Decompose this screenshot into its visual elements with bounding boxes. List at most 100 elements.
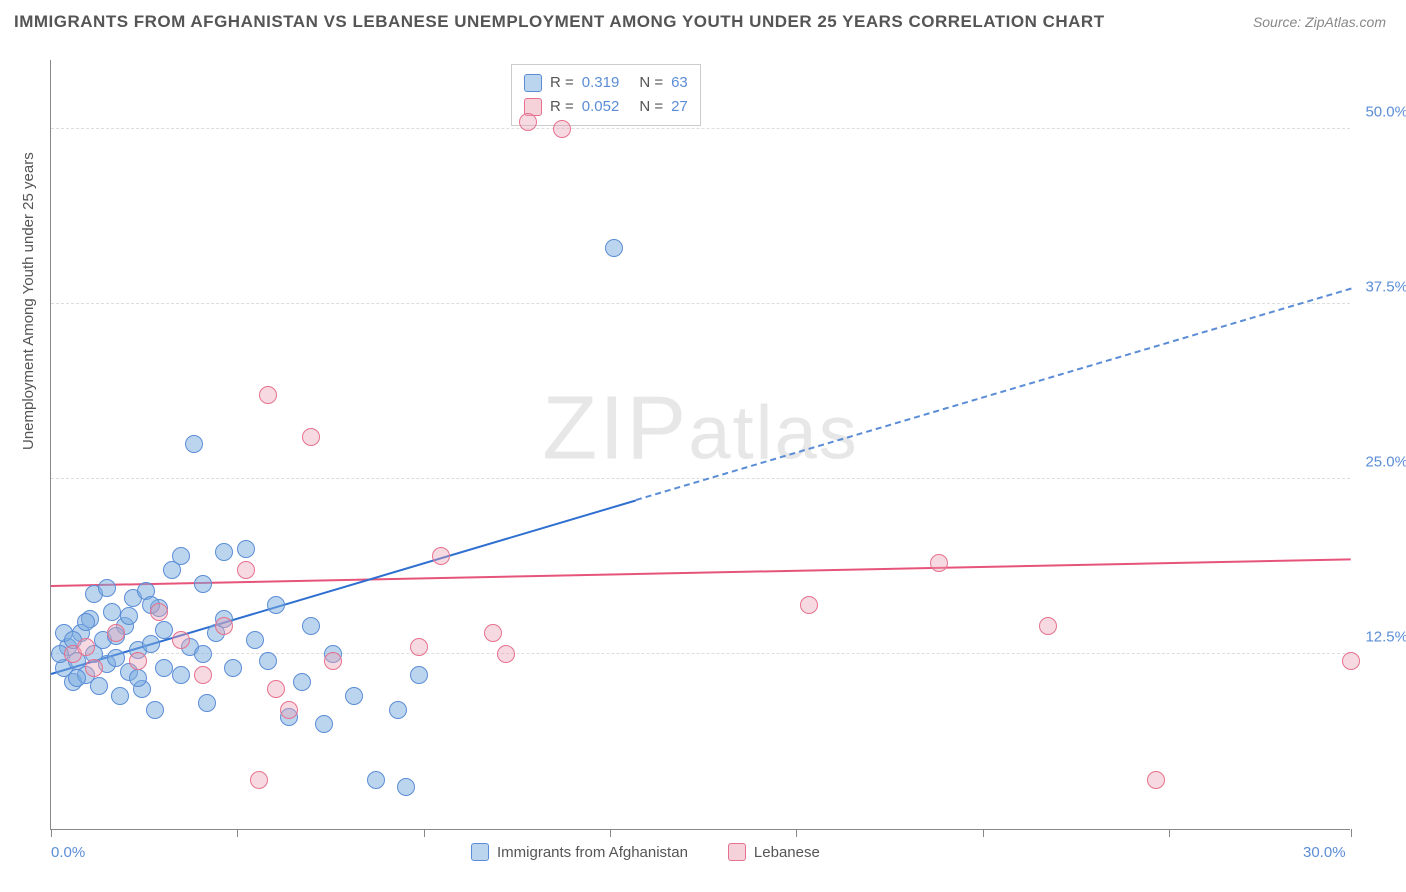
y-tick-label: 25.0% [1365, 454, 1406, 471]
data-point [259, 652, 277, 670]
y-tick-label: 50.0% [1365, 104, 1406, 121]
data-point [172, 547, 190, 565]
data-point [367, 771, 385, 789]
data-point [800, 596, 818, 614]
data-point [484, 624, 502, 642]
legend-label: Immigrants from Afghanistan [497, 844, 688, 861]
x-tick-label: 30.0% [1303, 844, 1346, 861]
n-label: N = [639, 71, 663, 95]
legend-row: R = 0.319 N = 63 [524, 71, 688, 95]
gridline [51, 128, 1350, 129]
r-value: 0.052 [582, 95, 620, 119]
data-point [519, 113, 537, 131]
y-tick-label: 37.5% [1365, 279, 1406, 296]
watermark: ZIPatlas [542, 378, 859, 481]
r-value: 0.319 [582, 71, 620, 95]
data-point [605, 239, 623, 257]
data-point [107, 624, 125, 642]
data-point [324, 652, 342, 670]
data-point [68, 669, 86, 687]
data-point [77, 613, 95, 631]
legend-label: Lebanese [754, 844, 820, 861]
data-point [172, 666, 190, 684]
data-point [302, 617, 320, 635]
correlation-legend: R = 0.319 N = 63 R = 0.052 N = 27 [511, 64, 701, 126]
data-point [150, 603, 168, 621]
y-axis-label: Unemployment Among Youth under 25 years [20, 152, 37, 450]
x-tick-label: 0.0% [51, 844, 85, 861]
data-point [1147, 771, 1165, 789]
data-point [497, 645, 515, 663]
data-point [77, 638, 95, 656]
legend-swatch [471, 843, 489, 861]
data-point [1039, 617, 1057, 635]
data-point [85, 659, 103, 677]
data-point [194, 575, 212, 593]
data-point [410, 638, 428, 656]
data-point [259, 386, 277, 404]
data-point [410, 666, 428, 684]
series-legend: Immigrants from Afghanistan Lebanese [471, 843, 820, 861]
data-point [155, 621, 173, 639]
y-tick-label: 12.5% [1365, 629, 1406, 646]
data-point [155, 659, 173, 677]
x-tick [1169, 829, 1170, 837]
data-point [98, 579, 116, 597]
data-point [293, 673, 311, 691]
legend-row: R = 0.052 N = 27 [524, 95, 688, 119]
n-value: 27 [671, 95, 688, 119]
x-tick [983, 829, 984, 837]
data-point [142, 635, 160, 653]
data-point [389, 701, 407, 719]
legend-item: Lebanese [728, 843, 820, 861]
data-point [198, 694, 216, 712]
legend-swatch [524, 74, 542, 92]
gridline [51, 303, 1350, 304]
source-attribution: Source: ZipAtlas.com [1253, 14, 1386, 30]
data-point [237, 540, 255, 558]
data-point [267, 680, 285, 698]
data-point [224, 659, 242, 677]
x-tick [796, 829, 797, 837]
plot-area: ZIPatlas R =0.319N =63R =0.052N =27 Immi… [50, 60, 1350, 830]
x-tick [237, 829, 238, 837]
data-point [237, 561, 255, 579]
data-point [246, 631, 264, 649]
data-point [129, 652, 147, 670]
data-point [172, 631, 190, 649]
data-point [194, 645, 212, 663]
data-point [302, 428, 320, 446]
data-point [215, 617, 233, 635]
gridline [51, 653, 1350, 654]
legend-item: Immigrants from Afghanistan [471, 843, 688, 861]
data-point [553, 120, 571, 138]
data-point [250, 771, 268, 789]
chart-title: IMMIGRANTS FROM AFGHANISTAN VS LEBANESE … [14, 12, 1105, 32]
data-point [1342, 652, 1360, 670]
data-point [930, 554, 948, 572]
data-point [120, 607, 138, 625]
x-tick [424, 829, 425, 837]
data-point [267, 596, 285, 614]
n-value: 63 [671, 71, 688, 95]
data-point [90, 677, 108, 695]
x-tick [1351, 829, 1352, 837]
trend-line [636, 288, 1352, 501]
n-label: N = [639, 95, 663, 119]
x-tick [51, 829, 52, 837]
data-point [280, 701, 298, 719]
r-label: R = [550, 71, 574, 95]
data-point [194, 666, 212, 684]
data-point [129, 669, 147, 687]
data-point [111, 687, 129, 705]
data-point [185, 435, 203, 453]
data-point [315, 715, 333, 733]
legend-swatch [728, 843, 746, 861]
data-point [345, 687, 363, 705]
data-point [215, 543, 233, 561]
x-tick [610, 829, 611, 837]
data-point [146, 701, 164, 719]
data-point [397, 778, 415, 796]
r-label: R = [550, 95, 574, 119]
data-point [432, 547, 450, 565]
